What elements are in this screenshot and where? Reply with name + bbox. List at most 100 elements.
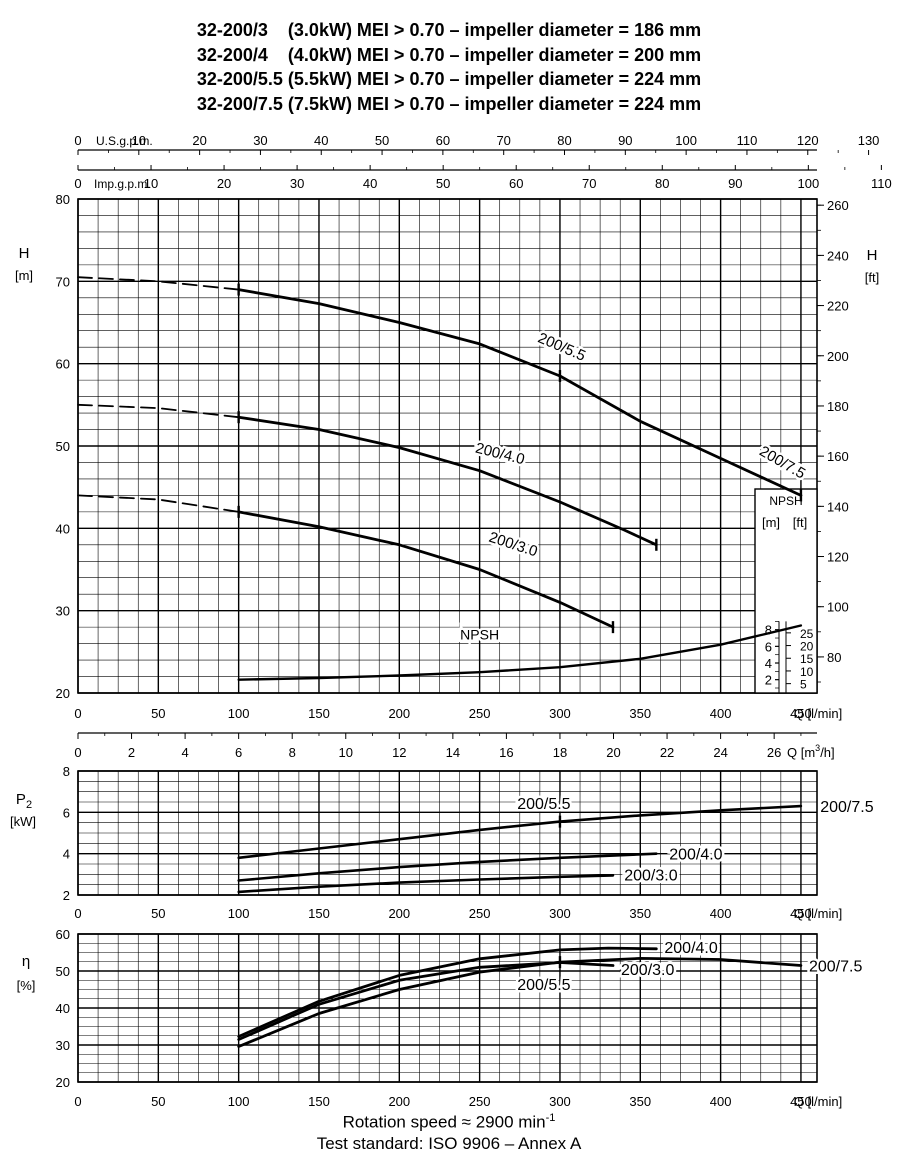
head-axis-label-ft-unit: [ft] <box>865 270 879 285</box>
impgpm-tick-label: 30 <box>290 176 304 191</box>
npsh-scale-label-m: 8 <box>765 623 772 638</box>
impgpm-tick-label: 10 <box>144 176 158 191</box>
npsh-scale-label-ft: 5 <box>800 678 807 692</box>
head-y-tick-label: 30 <box>56 604 70 619</box>
m3h-tick-label: 20 <box>606 745 620 760</box>
eff-x-tick-label: 400 <box>710 1094 732 1109</box>
eff-x-tick-label: 450 <box>790 1094 812 1109</box>
chart-footer: Rotation speed ≈ 2900 min-1 Test standar… <box>0 1108 898 1154</box>
npsh-scale-unit-m: [m] <box>762 515 780 530</box>
m3h-tick-label: 12 <box>392 745 406 760</box>
head-ft-tick-label: 140 <box>827 499 849 514</box>
eff-curve <box>237 946 658 1038</box>
power-x-tick-label: 450 <box>790 906 812 921</box>
head-ft-tick-label: 180 <box>827 399 849 414</box>
impgpm-tick-label: 40 <box>363 176 377 191</box>
head-x-tick-label: 400 <box>710 706 732 721</box>
rotation-speed-text: Rotation speed ≈ 2900 min <box>342 1112 546 1132</box>
npsh-curve <box>237 624 803 681</box>
m3h-tick-label: 14 <box>446 745 460 760</box>
eff-y-tick-label: 40 <box>56 1001 70 1016</box>
m3h-tick-label: 10 <box>339 745 353 760</box>
head-ft-tick-label: 200 <box>827 349 849 364</box>
head-x-tick-label: 0 <box>74 706 81 721</box>
head-x-tick-label: 50 <box>151 706 165 721</box>
power-curve-label: 200/5.5 <box>517 796 570 813</box>
head-curve <box>237 288 562 378</box>
npsh-scale-label-ft: 10 <box>800 665 814 679</box>
m3h-tick-label: 4 <box>181 745 188 760</box>
npsh-scale-label-m: 4 <box>765 656 772 671</box>
head-curve-extrapolated <box>77 494 240 513</box>
npsh-scale-label-ft: 25 <box>800 627 814 641</box>
head-y-tick-label: 40 <box>56 521 70 536</box>
m3h-axis-label: Q [m3/h] <box>787 743 835 760</box>
m3h-tick-label: 8 <box>289 745 296 760</box>
head-x-tick-label: 450 <box>790 706 812 721</box>
head-x-tick-label: 200 <box>388 706 410 721</box>
eff-x-tick-label: 300 <box>549 1094 571 1109</box>
power-x-tick-label: 350 <box>629 906 651 921</box>
test-standard: Test standard: ISO 9906 – Annex A <box>316 1133 582 1153</box>
usgpm-tick-label: 30 <box>253 133 267 148</box>
head-ft-tick-label: 260 <box>827 198 849 213</box>
usgpm-tick-label: 130 <box>858 133 880 148</box>
m3h-axis-label-suffix: /h] <box>820 745 834 760</box>
head-curve <box>237 510 615 629</box>
eff-x-tick-label: 0 <box>74 1094 81 1109</box>
head-curve <box>237 415 658 547</box>
rotation-speed-unit-exponent: -1 <box>545 1112 556 1124</box>
power-x-tick-label: 0 <box>74 906 81 921</box>
m3h-tick-label: 26 <box>767 745 781 760</box>
power-y-tick-label: 4 <box>63 847 70 862</box>
head-x-tick-label: 300 <box>549 706 571 721</box>
impgpm-tick-label: 90 <box>728 176 742 191</box>
eff-x-tick-label: 150 <box>308 1094 330 1109</box>
power-x-tick-label: 100 <box>228 906 250 921</box>
usgpm-tick-label: 120 <box>797 133 819 148</box>
power-axis-label: P2 <box>16 791 32 811</box>
power-curve <box>237 804 803 860</box>
npsh-scale-label-ft: 20 <box>800 640 814 654</box>
panel-frame <box>77 770 818 896</box>
usgpm-tick-label: 10 <box>132 133 146 148</box>
power-y-tick-label: 2 <box>63 888 70 903</box>
power-x-tick-label: 300 <box>549 906 571 921</box>
impgpm-tick-label: 0 <box>74 176 81 191</box>
eff-x-tick-label: 200 <box>388 1094 410 1109</box>
panel-frame <box>77 933 818 1083</box>
m3h-axis-label-exponent: 3 <box>815 743 820 753</box>
impgpm-tick-label: 80 <box>655 176 669 191</box>
title-line: 32-200/5.5 (5.5kW) MEI > 0.70 – impeller… <box>196 69 702 89</box>
grid <box>77 198 818 694</box>
power-x-tick-label: 250 <box>469 906 491 921</box>
head-ft-tick-label: 80 <box>827 650 841 665</box>
power-x-tick-label: 150 <box>308 906 330 921</box>
usgpm-tick-label: 50 <box>375 133 389 148</box>
usgpm-axis-label: U.S.g.p.m. <box>96 134 153 148</box>
power-curve-label: 200/7.5 <box>820 799 873 816</box>
m3h-tick-label: 6 <box>235 745 242 760</box>
impgpm-tick-label: 110 <box>871 176 892 191</box>
head-y-tick-label: 70 <box>56 274 70 289</box>
usgpm-tick-label: 20 <box>192 133 206 148</box>
npsh-scale-title: NPSH <box>769 494 802 508</box>
head-curve-label: 200/3.0 <box>487 529 540 561</box>
usgpm-tick-label: 40 <box>314 133 328 148</box>
npsh-scale-label-m: 6 <box>765 639 772 654</box>
head-axis-label-h-ft: H <box>867 247 878 264</box>
eff-x-tick-label: 100 <box>228 1094 250 1109</box>
eff-curve-label: 200/5.5 <box>517 977 570 994</box>
power-curve-label: 200/3.0 <box>624 867 677 884</box>
head-ft-tick-label: 160 <box>827 449 849 464</box>
power-curve-label: 200/4.0 <box>669 847 722 864</box>
head-x-tick-label: 150 <box>308 706 330 721</box>
m3h-tick-label: 18 <box>553 745 567 760</box>
head-x-tick-label: 250 <box>469 706 491 721</box>
title-line: 32-200/3 (3.0kW) MEI > 0.70 – impeller d… <box>196 20 702 40</box>
usgpm-tick-label: 70 <box>496 133 510 148</box>
eff-y-tick-label: 30 <box>56 1038 70 1053</box>
grid <box>77 770 818 896</box>
eff-curve-label: 200/7.5 <box>809 958 862 975</box>
